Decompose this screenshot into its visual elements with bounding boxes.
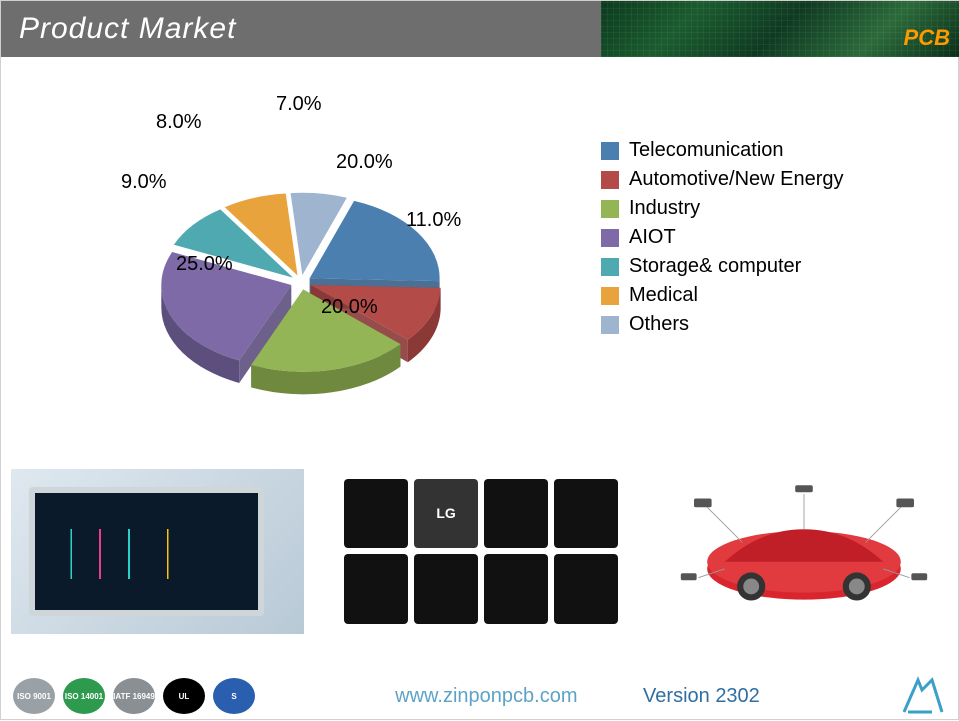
header-bar: Product Market (1, 1, 601, 57)
legend-label: Others (629, 313, 689, 336)
footer-text: www.zinponpcb.com Version 2302 (255, 685, 900, 708)
consumer-devices-collage: LG (334, 469, 627, 634)
pie-chart (141, 161, 461, 421)
legend-item: Automotive/New Energy (601, 168, 931, 191)
legend-swatch (601, 171, 619, 189)
legend-swatch (601, 142, 619, 160)
pie-slice-label: 8.0% (156, 111, 202, 134)
iso14001-badge: ISO 14001 (63, 678, 105, 714)
iatf16949-badge: IATF 16949 (113, 678, 155, 714)
legend-item: AIOT (601, 226, 931, 249)
pcb-label: PCB (904, 25, 950, 51)
page-title: Product Market (19, 12, 236, 46)
legend-label: Telecomunication (629, 139, 784, 162)
footer-url: www.zinponpcb.com (395, 685, 577, 707)
certifications-row: ISO 9001ISO 14001IATF 16949ULS (13, 678, 255, 714)
medical-monitor-photo (11, 469, 304, 634)
footer: ISO 9001ISO 14001IATF 16949ULS www.zinpo… (1, 673, 958, 719)
legend-label: Medical (629, 284, 698, 307)
legend-label: Industry (629, 197, 700, 220)
legend-item: Storage& computer (601, 255, 931, 278)
legend-item: Medical (601, 284, 931, 307)
pie-slice-label: 25.0% (176, 253, 233, 276)
legend-item: Industry (601, 197, 931, 220)
legend-swatch (601, 200, 619, 218)
legend-label: Automotive/New Energy (629, 168, 844, 191)
legend-swatch (601, 229, 619, 247)
automotive-parts-diagram (658, 469, 951, 634)
legend-label: Storage& computer (629, 255, 801, 278)
legend-swatch (601, 258, 619, 276)
pie-slice-label: 11.0% (406, 209, 461, 232)
s-badge: S (213, 678, 255, 714)
legend-swatch (601, 287, 619, 305)
pie-chart-area: 20.0%11.0%20.0%25.0%9.0%8.0%7.0% (61, 101, 581, 431)
ul-badge: UL (163, 678, 205, 714)
iso9001-badge: ISO 9001 (13, 678, 55, 714)
legend-item: Others (601, 313, 931, 336)
company-logo-icon (900, 676, 946, 716)
legend: Telecomunication Automotive/New Energy Ind… (601, 139, 931, 342)
footer-version: Version 2302 (643, 685, 760, 707)
legend-label: AIOT (629, 226, 676, 249)
pie-slice-label: 20.0% (336, 151, 393, 174)
pie-slice-label: 9.0% (121, 171, 167, 194)
legend-item: Telecomunication (601, 139, 931, 162)
pie-slice-label: 7.0% (276, 93, 322, 116)
legend-swatch (601, 316, 619, 334)
pie-slice-label: 20.0% (321, 296, 378, 319)
header-pcb-image: PCB (601, 1, 959, 57)
thumbnail-row: LG (11, 461, 951, 641)
